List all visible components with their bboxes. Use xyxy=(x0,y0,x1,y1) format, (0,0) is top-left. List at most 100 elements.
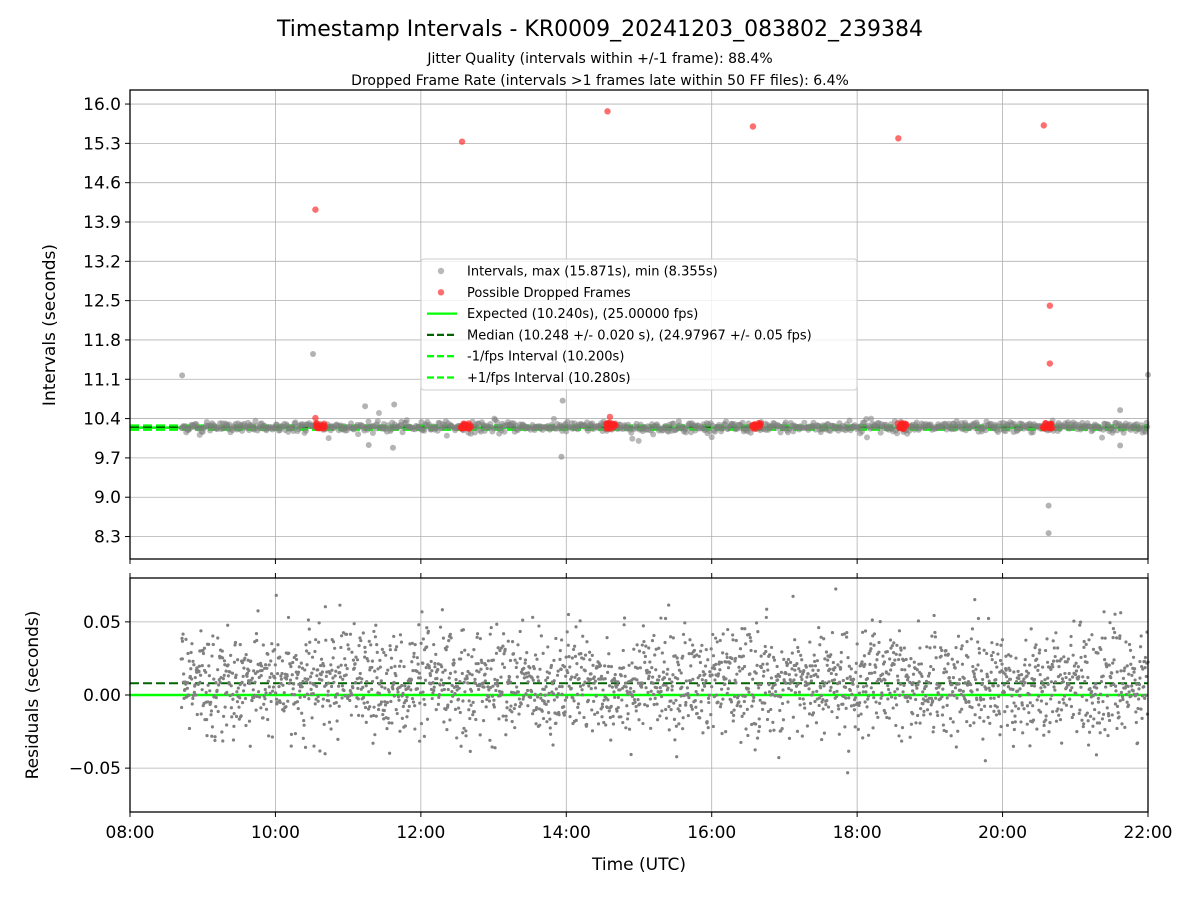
residual-point xyxy=(1079,668,1084,672)
residual-point xyxy=(675,656,679,660)
residual-point xyxy=(1035,727,1039,731)
residual-point xyxy=(748,672,752,676)
residual-point xyxy=(706,726,710,730)
residual-point xyxy=(281,702,286,706)
residual-point xyxy=(673,654,677,658)
residual-point xyxy=(848,675,852,679)
residual-point xyxy=(845,676,849,680)
residual-point xyxy=(341,677,345,681)
residual-point xyxy=(195,712,199,717)
residual-point xyxy=(640,681,645,685)
residual-point xyxy=(515,661,519,665)
residual-point xyxy=(501,644,505,648)
residual-point xyxy=(430,669,434,673)
interval-point xyxy=(471,429,478,436)
residual-point xyxy=(229,706,233,710)
residual-point xyxy=(539,692,543,696)
residual-point xyxy=(608,715,612,720)
residual-point xyxy=(291,660,295,665)
residual-point xyxy=(811,668,815,672)
residual-point xyxy=(721,697,725,701)
residual-point xyxy=(354,704,358,709)
residual-point xyxy=(183,687,187,692)
residual-point xyxy=(768,729,772,733)
residual-point xyxy=(361,631,365,635)
residual-point xyxy=(1138,659,1142,664)
residual-point xyxy=(917,662,921,666)
residual-point xyxy=(494,688,498,693)
residual-point xyxy=(829,685,833,689)
residual-point xyxy=(487,695,491,699)
residual-point xyxy=(246,679,251,683)
residual-point xyxy=(830,630,835,635)
residual-point xyxy=(187,659,191,663)
residual-point xyxy=(1002,683,1006,687)
residual-point xyxy=(477,670,481,674)
residual-point xyxy=(730,710,734,715)
residual-point xyxy=(1116,711,1120,715)
residual-point xyxy=(389,656,394,660)
residual-point xyxy=(855,642,859,646)
residual-point xyxy=(1092,717,1096,721)
dropped-frame-point xyxy=(458,138,466,145)
residual-point xyxy=(252,693,256,697)
residual-point xyxy=(681,716,685,720)
residual-point xyxy=(992,709,996,713)
residual-point xyxy=(996,652,1000,656)
residual-point xyxy=(932,613,936,618)
residual-point xyxy=(424,666,428,670)
residual-point xyxy=(189,667,193,671)
residual-point xyxy=(544,685,548,689)
residual-point xyxy=(426,629,431,633)
residual-point xyxy=(805,724,810,728)
residual-point xyxy=(807,712,812,716)
residual-point xyxy=(1034,643,1038,647)
x-tick-label: 10:00 xyxy=(251,823,300,843)
interval-point xyxy=(858,428,865,435)
residual-point xyxy=(592,675,596,679)
residual-point xyxy=(381,712,385,717)
interval-point xyxy=(864,434,871,441)
chart-subtitle-jitter: Jitter Quality (intervals within +/-1 fr… xyxy=(426,51,772,67)
residual-point xyxy=(1036,663,1040,667)
residual-point xyxy=(558,649,562,653)
residual-point xyxy=(995,665,999,669)
residual-point xyxy=(635,643,639,647)
residual-point xyxy=(1126,703,1131,707)
residual-point xyxy=(422,697,426,701)
residual-point xyxy=(627,663,631,667)
residual-point xyxy=(590,653,594,657)
residual-point xyxy=(889,695,894,699)
residual-point xyxy=(736,694,740,698)
chart-subtitle-dropped: Dropped Frame Rate (intervals >1 frames … xyxy=(351,73,849,89)
residual-point xyxy=(969,637,973,641)
residual-point xyxy=(375,676,379,680)
residual-point xyxy=(373,733,377,737)
residual-point xyxy=(1062,655,1066,659)
residual-point xyxy=(1105,665,1109,669)
residual-point xyxy=(1012,701,1016,705)
residual-point xyxy=(1052,685,1056,689)
interval-point xyxy=(369,429,376,436)
residual-point xyxy=(886,697,890,701)
residual-point xyxy=(658,714,662,718)
residual-point xyxy=(244,723,248,728)
residual-point xyxy=(793,638,797,642)
residual-point xyxy=(241,674,245,678)
residual-point xyxy=(638,666,642,670)
residual-point xyxy=(917,680,921,684)
residual-point xyxy=(364,720,368,724)
residual-point xyxy=(804,665,808,669)
residual-point xyxy=(849,667,853,671)
residual-point xyxy=(644,644,648,648)
residual-point xyxy=(185,681,190,685)
residual-point xyxy=(536,675,540,679)
x-tick-label: 08:00 xyxy=(106,823,155,843)
residual-point xyxy=(468,672,472,676)
residual-point xyxy=(678,703,682,708)
residual-point xyxy=(604,723,608,727)
residual-point xyxy=(592,699,596,703)
residual-point xyxy=(856,714,861,718)
residual-point xyxy=(628,690,632,694)
residual-point xyxy=(661,670,666,674)
